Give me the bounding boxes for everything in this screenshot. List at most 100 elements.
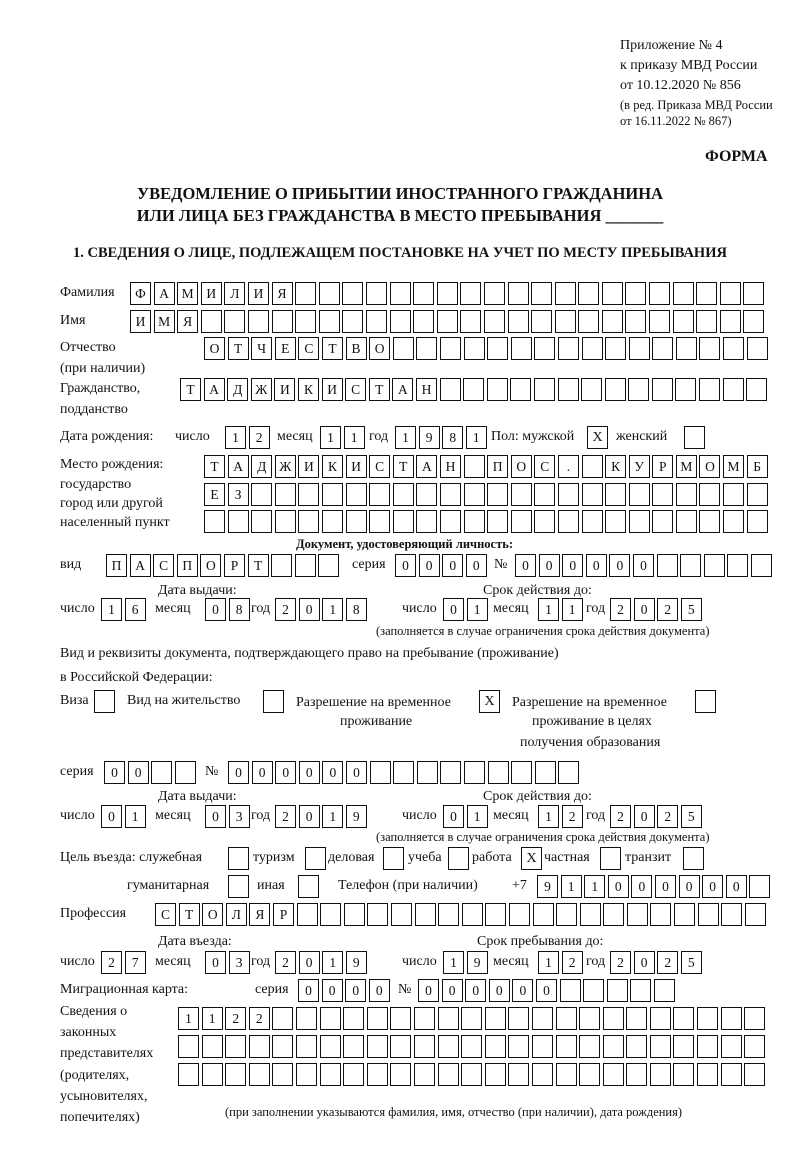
char-box[interactable]: К [297,378,319,401]
purpose-other-checkbox[interactable] [298,875,319,898]
char-box[interactable]: 0 [298,805,320,828]
char-box[interactable] [699,483,721,506]
char-box[interactable]: 0 [228,761,249,784]
char-box[interactable]: 1 [124,805,146,828]
char-box[interactable] [581,378,603,401]
char-box[interactable] [699,510,721,533]
char-box[interactable] [558,761,580,784]
char-box[interactable]: А [203,378,225,401]
char-box[interactable] [743,282,765,305]
char-box[interactable] [652,337,674,360]
char-box[interactable]: 9 [537,875,558,898]
char-box[interactable]: О [204,337,225,360]
char-box[interactable]: 9 [418,426,440,449]
char-box[interactable]: 0 [368,979,390,1002]
char-box[interactable] [555,1007,577,1030]
char-box[interactable] [672,282,694,305]
char-box[interactable] [628,378,650,401]
char-box[interactable] [369,761,391,784]
char-box[interactable] [602,1035,624,1058]
char-box[interactable] [227,510,249,533]
char-box[interactable]: И [247,282,269,305]
char-box[interactable] [416,483,438,506]
char-box[interactable] [392,483,414,506]
char-box[interactable] [437,1007,459,1030]
char-box[interactable] [719,310,741,333]
char-box[interactable] [557,378,579,401]
char-box[interactable] [653,979,675,1002]
char-box[interactable]: 0 [632,554,654,577]
char-box[interactable]: М [177,282,199,305]
char-box[interactable]: 7 [124,951,146,974]
char-box[interactable] [248,1035,270,1058]
char-box[interactable] [367,903,389,926]
char-box[interactable]: К [321,455,343,478]
char-box[interactable] [272,1063,294,1086]
char-box[interactable] [272,1007,294,1030]
char-box[interactable] [625,282,647,305]
char-box[interactable]: 0 [443,805,464,828]
char-box[interactable] [295,1007,317,1030]
char-box[interactable]: 0 [205,805,226,828]
char-box[interactable]: 0 [512,979,534,1002]
char-box[interactable] [649,1035,671,1058]
char-box[interactable] [296,903,318,926]
char-box[interactable] [649,1063,671,1086]
char-box[interactable] [625,310,647,333]
char-box[interactable] [699,337,721,360]
char-box[interactable] [413,1035,435,1058]
char-box[interactable] [581,483,603,506]
char-box[interactable] [557,483,579,506]
char-box[interactable] [578,310,600,333]
char-box[interactable] [649,310,671,333]
char-box[interactable]: С [534,455,556,478]
char-box[interactable] [581,510,603,533]
char-box[interactable] [511,761,533,784]
char-box[interactable] [251,483,273,506]
char-box[interactable]: 0 [465,554,487,577]
char-box[interactable]: Я [249,903,271,926]
char-box[interactable] [510,483,532,506]
char-box[interactable]: 1 [584,875,606,898]
char-box[interactable] [720,1063,742,1086]
char-box[interactable]: Т [227,337,249,360]
char-box[interactable] [439,378,461,401]
char-box[interactable] [319,1007,341,1030]
char-box[interactable] [697,1035,719,1058]
purpose-official-checkbox[interactable] [228,847,249,870]
char-box[interactable] [605,483,627,506]
char-box[interactable] [605,337,627,360]
char-box[interactable] [675,337,697,360]
char-box[interactable] [487,761,509,784]
char-box[interactable] [440,761,462,784]
char-box[interactable]: 5 [680,805,702,828]
char-box[interactable] [697,1007,719,1030]
char-box[interactable]: 0 [633,805,655,828]
char-box[interactable]: У [628,455,650,478]
char-box[interactable]: 1 [466,805,488,828]
char-box[interactable]: З [227,483,249,506]
char-box[interactable] [556,903,578,926]
char-box[interactable]: 2 [657,598,679,621]
char-box[interactable] [392,337,414,360]
char-box[interactable]: П [106,554,127,577]
char-box[interactable]: Е [204,483,225,506]
char-box[interactable] [487,510,509,533]
char-box[interactable]: 1 [395,426,416,449]
char-box[interactable] [393,761,415,784]
char-box[interactable] [248,1063,270,1086]
char-box[interactable] [320,903,342,926]
char-box[interactable]: Т [321,337,343,360]
char-box[interactable] [272,1035,294,1058]
char-box[interactable]: 5 [680,598,702,621]
char-box[interactable] [461,1035,483,1058]
char-box[interactable]: М [675,455,697,478]
char-box[interactable]: 0 [607,875,629,898]
char-box[interactable]: 5 [680,951,702,974]
char-box[interactable]: Ж [274,455,296,478]
char-box[interactable] [345,483,367,506]
